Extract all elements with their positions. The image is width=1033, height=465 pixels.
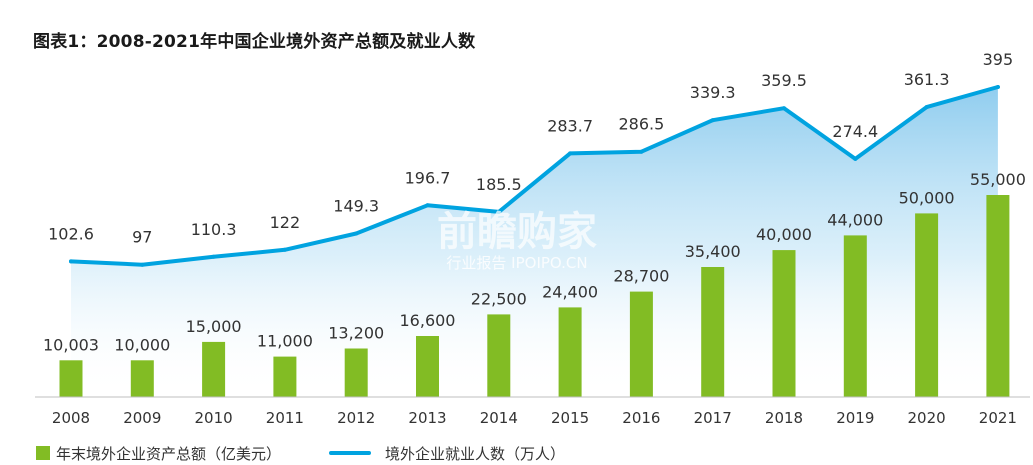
line-label-2019: 274.4: [832, 122, 878, 141]
bar-label-2018: 40,000: [756, 225, 812, 244]
line-point-2021: [995, 85, 1000, 89]
line-label-2012: 149.3: [333, 197, 379, 216]
line-point-2010: [211, 254, 216, 259]
line-label-2020: 361.3: [904, 70, 950, 89]
line-label-2011: 122: [270, 213, 301, 232]
bar-label-2013: 16,600: [400, 311, 456, 330]
line-point-2018: [782, 106, 786, 111]
bar-2012: [344, 348, 368, 397]
line-label-2010: 110.3: [191, 220, 237, 239]
x-tick-2013: 2013: [408, 409, 446, 427]
bar-2013: [416, 336, 439, 397]
bar-label-2015: 24,400: [542, 282, 598, 301]
line-label-2021: 395: [983, 50, 1014, 69]
watermark-sub: 行业报告 IPOIPO.CN: [446, 254, 587, 272]
x-tick-2019: 2019: [836, 409, 874, 427]
line-label-2009: 97: [132, 228, 152, 247]
watermark: 前瞻购家 行业报告 IPOIPO.CN: [437, 209, 597, 272]
combo-chart: 前瞻购家 行业报告 IPOIPO.CN 10,003 10,000 15,000 11…: [35, 50, 1030, 427]
line-label-2018: 359.5: [761, 71, 807, 90]
bar-label-2010: 15,000: [186, 317, 242, 336]
line-label-2016: 286.5: [618, 115, 664, 134]
bar-label-2014: 22,500: [471, 289, 527, 308]
x-tick-2008: 2008: [52, 409, 90, 427]
line-point-2009: [140, 262, 145, 267]
data-labels: 10,003 10,000 15,000 11,000 13,200 16,600 22,5…: [43, 50, 1026, 354]
x-tick-2014: 2014: [480, 409, 518, 427]
legend: 年末境外企业资产总额（亿美元） 境外企业就业人数（万人）: [36, 442, 605, 464]
line-point-2008: [69, 259, 73, 264]
bar-2009: [130, 360, 154, 397]
x-tick-2017: 2017: [694, 409, 732, 427]
bar-2016: [629, 291, 653, 397]
legend-bar-swatch: [36, 446, 50, 460]
line-label-2008: 102.6: [48, 224, 94, 243]
bar-label-2019: 44,000: [827, 210, 883, 229]
bar-label-2021: 55,000: [970, 170, 1026, 189]
line-point-2015: [568, 151, 573, 156]
x-tick-2009: 2009: [123, 409, 161, 427]
x-tick-2012: 2012: [337, 409, 375, 427]
line-point-2019: [853, 156, 858, 161]
x-tick-2018: 2018: [765, 409, 803, 427]
line-area: [71, 87, 998, 397]
bar-label-2011: 11,000: [257, 332, 313, 351]
line-series: [69, 85, 1000, 267]
watermark-main: 前瞻购家: [437, 209, 597, 255]
x-tick-2020: 2020: [908, 409, 946, 427]
bar-label-2017: 35,400: [685, 242, 741, 261]
legend-item-line: 境外企业就业人数（万人）: [321, 443, 565, 464]
bar-2010: [202, 341, 226, 397]
line-point-2016: [639, 149, 644, 154]
line-label-2014: 185.5: [476, 175, 522, 194]
line-label-2015: 283.7: [547, 116, 593, 135]
x-tick-2016: 2016: [622, 409, 660, 427]
line-label-2017: 339.3: [690, 83, 736, 102]
x-tick-2015: 2015: [551, 409, 589, 427]
bar-series: [59, 195, 1010, 397]
line-point-2013: [425, 203, 430, 208]
bar-2008: [59, 360, 83, 397]
x-tick-2021: 2021: [979, 409, 1017, 427]
bar-2019: [843, 235, 867, 397]
bar-label-2012: 13,200: [328, 324, 384, 343]
bar-2014: [487, 314, 511, 397]
bar-2021: [986, 195, 1010, 397]
chart-title: 图表1：2008-2021年中国企业境外资产总额及就业人数: [33, 32, 476, 52]
bar-2015: [558, 307, 582, 397]
legend-bar-label: 年末境外企业资产总额（亿美元）: [56, 444, 282, 463]
bar-2017: [701, 267, 725, 397]
bar-label-2016: 28,700: [613, 267, 669, 286]
line-path: [69, 85, 1000, 267]
line-point-2014: [496, 209, 501, 214]
line-point-2012: [354, 231, 359, 236]
x-tick-2010: 2010: [195, 409, 233, 427]
legend-line-swatch: [329, 451, 372, 455]
bar-label-2009: 10,000: [114, 335, 170, 354]
bar-2018: [772, 250, 796, 397]
legend-item-bar: 年末境外企业资产总额（亿美元）: [36, 443, 281, 464]
x-axis-ticks: 2008 2009 2010 2011 2012 2013 2014 2015 2016 2017…: [52, 409, 1017, 427]
line-point-2011: [282, 247, 287, 252]
bar-label-2008: 10,003: [43, 335, 99, 354]
bar-2020: [915, 213, 939, 397]
line-area-fill: [71, 87, 998, 397]
line-point-2017: [710, 118, 715, 123]
line-point-2020: [924, 105, 929, 110]
bar-2011: [273, 356, 297, 397]
x-tick-2011: 2011: [266, 409, 304, 427]
line-label-2013: 196.7: [405, 168, 451, 187]
bar-label-2020: 50,000: [899, 188, 955, 207]
legend-line-label: 境外企业就业人数（万人）: [385, 444, 566, 463]
